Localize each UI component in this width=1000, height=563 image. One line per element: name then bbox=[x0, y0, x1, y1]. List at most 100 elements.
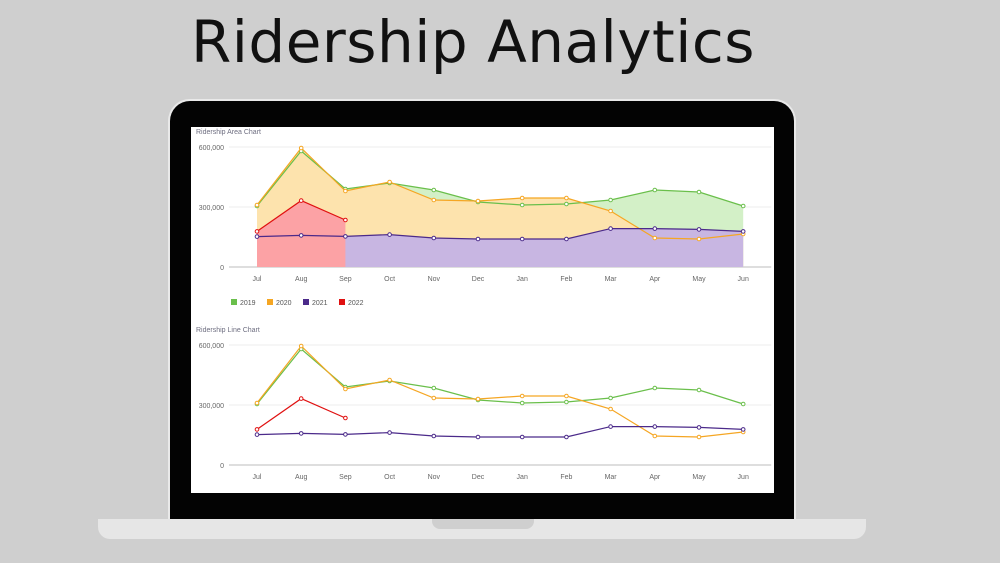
x-tick-label: Oct bbox=[384, 276, 395, 283]
point-2020 bbox=[254, 202, 260, 208]
y-tick-label: 0 bbox=[220, 265, 224, 272]
point-2021 bbox=[740, 427, 746, 432]
point-2021 bbox=[608, 424, 613, 429]
point-2021 bbox=[608, 226, 613, 231]
legend-label-2021: 2021 bbox=[312, 300, 328, 307]
point-2021 bbox=[740, 229, 746, 234]
point-2021 bbox=[519, 236, 525, 242]
point-2020 bbox=[564, 195, 569, 201]
point-2022 bbox=[343, 415, 348, 421]
point-2021 bbox=[298, 233, 304, 238]
point-2019 bbox=[608, 395, 613, 401]
x-tick-label: Feb bbox=[560, 474, 572, 481]
line-2021 bbox=[256, 228, 744, 240]
y-tick-label: 300,000 bbox=[199, 205, 224, 212]
point-2021 bbox=[387, 232, 392, 237]
point-2021 bbox=[564, 236, 569, 242]
point-2020 bbox=[431, 197, 437, 203]
point-2019 bbox=[431, 187, 437, 193]
point-2021 bbox=[343, 234, 348, 239]
point-2021 bbox=[652, 226, 658, 231]
point-2021 bbox=[696, 227, 702, 232]
x-tick-label: Sep bbox=[339, 276, 352, 283]
point-2019 bbox=[564, 399, 569, 405]
point-2021 bbox=[254, 432, 260, 437]
x-tick-label: Aug bbox=[295, 276, 308, 283]
page-title: Ridership Analytics bbox=[191, 8, 755, 76]
point-2020 bbox=[608, 208, 613, 214]
laptop-screen: Ridership Area Chart 0 300,000 600,000 Jul A… bbox=[191, 127, 774, 493]
point-2022 bbox=[343, 217, 348, 223]
point-2020 bbox=[608, 406, 613, 412]
line-2019 bbox=[256, 150, 744, 207]
x-tick-label: Aug bbox=[295, 474, 308, 481]
point-2020 bbox=[652, 235, 658, 241]
point-2022 bbox=[254, 427, 260, 432]
point-2020 bbox=[475, 396, 481, 402]
point-2019 bbox=[696, 387, 702, 393]
x-tick-label: Dec bbox=[472, 276, 485, 283]
x-tick-label: Sep bbox=[339, 474, 352, 481]
point-2021 bbox=[475, 236, 481, 242]
y-tick-label: 600,000 bbox=[199, 343, 224, 350]
area-chart-title: Ridership Area Chart bbox=[196, 129, 261, 136]
x-tick-label: Mar bbox=[605, 276, 618, 283]
point-2020 bbox=[475, 198, 481, 204]
y-tick-label: 300,000 bbox=[199, 403, 224, 410]
point-2022 bbox=[298, 198, 304, 203]
x-tick-label: Apr bbox=[649, 474, 661, 481]
point-2021 bbox=[254, 234, 260, 239]
point-2021 bbox=[564, 434, 569, 440]
point-2019 bbox=[431, 385, 437, 391]
legend-label-2019: 2019 bbox=[240, 300, 256, 307]
point-2020 bbox=[652, 433, 658, 439]
point-2020 bbox=[519, 393, 525, 399]
point-2020 bbox=[431, 395, 437, 401]
point-2020 bbox=[254, 400, 260, 406]
line-2020 bbox=[256, 345, 744, 438]
point-2020 bbox=[343, 188, 348, 194]
point-2021 bbox=[431, 235, 437, 241]
laptop-base bbox=[98, 519, 866, 539]
x-tick-label: Feb bbox=[560, 276, 572, 283]
point-2020 bbox=[343, 386, 348, 392]
point-2021 bbox=[343, 432, 348, 437]
point-2021 bbox=[652, 424, 658, 429]
point-2020 bbox=[519, 195, 525, 201]
x-tick-label: Apr bbox=[649, 276, 661, 283]
legend-swatch-2019 bbox=[231, 299, 237, 305]
area-chart: 0 300,000 600,000 Jul Aug Sep Oct Nov Dec Jan Feb M… bbox=[199, 145, 772, 307]
point-2019 bbox=[740, 203, 746, 209]
point-2021 bbox=[519, 434, 525, 440]
point-2019 bbox=[519, 202, 525, 208]
point-2020 bbox=[387, 377, 392, 383]
point-2019 bbox=[564, 201, 569, 207]
x-tick-label: Jan bbox=[517, 474, 528, 481]
area-2021 bbox=[257, 228, 744, 267]
y-tick-label: 600,000 bbox=[199, 145, 224, 152]
x-tick-label: Jun bbox=[738, 276, 749, 283]
legend-swatch-2021 bbox=[303, 299, 309, 305]
point-2022 bbox=[254, 229, 260, 234]
point-2021 bbox=[298, 431, 304, 436]
x-tick-label: Jul bbox=[253, 276, 262, 283]
x-tick-label: May bbox=[692, 276, 706, 283]
point-2019 bbox=[740, 401, 746, 407]
line-2021 bbox=[256, 426, 744, 438]
point-2019 bbox=[519, 400, 525, 406]
x-tick-label: Jun bbox=[738, 474, 749, 481]
point-2021 bbox=[387, 430, 392, 435]
y-tick-label: 0 bbox=[220, 463, 224, 470]
x-tick-label: Dec bbox=[472, 474, 485, 481]
point-2019 bbox=[696, 189, 702, 195]
x-tick-label: Jan bbox=[517, 276, 528, 283]
line-2022 bbox=[256, 397, 346, 430]
line-chart-title: Ridership Line Chart bbox=[196, 327, 260, 334]
x-tick-label: Jul bbox=[253, 474, 262, 481]
point-2020 bbox=[387, 179, 392, 185]
point-2022 bbox=[298, 396, 304, 401]
point-2020 bbox=[298, 145, 304, 151]
point-2021 bbox=[475, 434, 481, 440]
point-2021 bbox=[696, 425, 702, 430]
point-2019 bbox=[608, 197, 613, 203]
